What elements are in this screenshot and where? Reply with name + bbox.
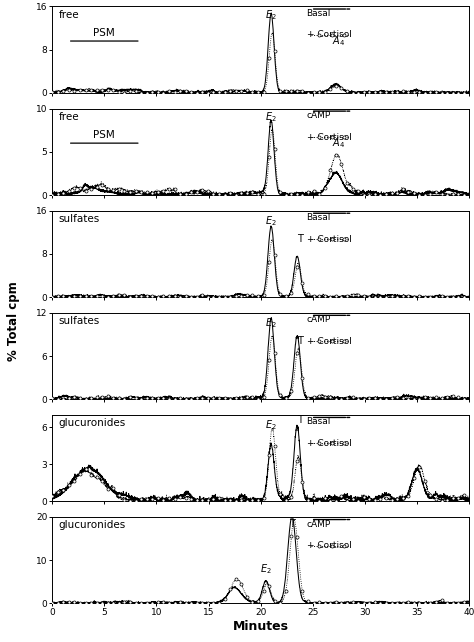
Text: PSM: PSM [93, 130, 115, 140]
Text: $E_2$: $E_2$ [265, 214, 277, 228]
Text: + Cortisol: + Cortisol [307, 541, 351, 550]
Text: + Cortisol: + Cortisol [307, 235, 351, 244]
Text: glucuronides: glucuronides [58, 521, 126, 530]
Text: Basal: Basal [307, 417, 331, 426]
Text: cAMP: cAMP [307, 519, 331, 528]
Text: $E_2$: $E_2$ [265, 419, 277, 432]
Text: + Cortisol: + Cortisol [307, 133, 351, 142]
Text: T: T [297, 415, 303, 425]
Text: PSM: PSM [93, 28, 115, 38]
Text: T: T [297, 234, 303, 243]
Text: Basal: Basal [307, 9, 331, 18]
Text: + Cortisol: + Cortisol [307, 30, 351, 39]
Text: $A_4$: $A_4$ [332, 34, 346, 48]
Text: sulfates: sulfates [58, 214, 100, 224]
Text: free: free [58, 10, 79, 20]
Text: sulfates: sulfates [58, 317, 100, 326]
Text: % Total cpm: % Total cpm [7, 281, 20, 361]
Text: + Cortisol: + Cortisol [307, 337, 351, 346]
Text: cAMP: cAMP [307, 315, 331, 324]
Text: T: T [289, 519, 295, 528]
Text: free: free [58, 112, 79, 122]
Text: + Cortisol: + Cortisol [307, 439, 351, 448]
Text: $E_2$: $E_2$ [265, 110, 277, 124]
X-axis label: Minutes: Minutes [233, 620, 289, 633]
Text: $E_2$: $E_2$ [265, 8, 277, 22]
Text: $E_2$: $E_2$ [260, 562, 272, 576]
Text: cAMP: cAMP [307, 111, 331, 120]
Text: $A_4$: $A_4$ [332, 136, 346, 150]
Text: T: T [297, 336, 303, 345]
Text: $E_2$: $E_2$ [265, 317, 277, 330]
Text: Basal: Basal [307, 213, 331, 222]
Text: glucuronides: glucuronides [58, 419, 126, 428]
